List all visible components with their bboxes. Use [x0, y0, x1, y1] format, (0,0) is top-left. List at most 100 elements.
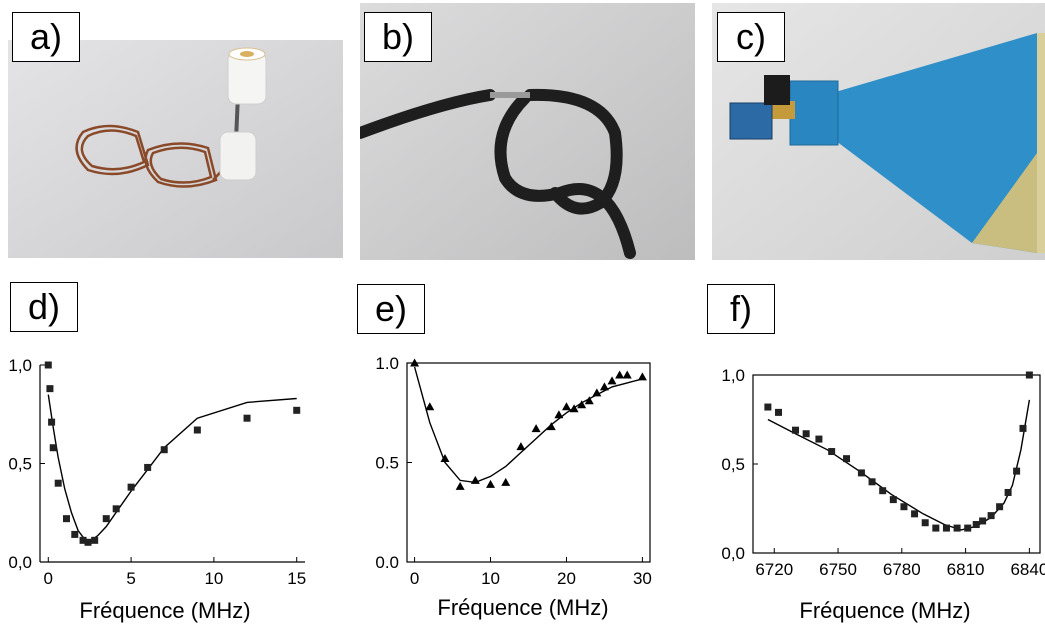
chart-e-fit-line	[413, 366, 643, 484]
chart-f-data-point	[843, 455, 851, 463]
chart-f-frame	[752, 374, 1041, 554]
chart-e-data-point	[607, 376, 617, 385]
chart-d-ytick-label: 0,5	[8, 455, 32, 474]
chart-f-xlabel: Fréquence (MHz)	[799, 598, 971, 623]
chart-d-data-point	[193, 426, 201, 434]
chart-f-data-point	[921, 519, 929, 527]
chart-d-data-point	[49, 444, 57, 452]
panel-label-d: d)	[10, 282, 78, 332]
chart-f-data-point	[900, 503, 908, 511]
chart-d-data-point	[102, 515, 110, 523]
chart-f-xtick-label: 6720	[755, 560, 793, 579]
chart-e-data-point	[410, 358, 420, 367]
chart-e-data-point	[577, 400, 587, 409]
chart-f-data-point	[987, 512, 995, 520]
chart-e-ytick-label: 1.0	[375, 354, 399, 373]
chart-f-data-point	[889, 496, 897, 504]
chart-e-data-point	[516, 442, 526, 451]
chart-d-data-point	[160, 446, 168, 454]
chart-f-data-point	[764, 403, 772, 411]
chart-e-xtick-label: 0	[410, 569, 419, 588]
chart-f-data-point	[996, 503, 1004, 511]
chart-e-xtick-label: 20	[557, 569, 576, 588]
chart-f-data-point	[775, 408, 783, 416]
chart-e-data-point	[425, 402, 435, 411]
chart-d-xtick-label: 15	[287, 569, 306, 588]
chart-f-fit-line	[767, 399, 1031, 531]
chart-e-xtick-label: 30	[633, 569, 652, 588]
panel-label-c: c)	[717, 12, 785, 62]
chart-f-data-point	[964, 524, 972, 532]
chart-f-data-point	[1019, 424, 1027, 432]
chart-f-data-point	[972, 521, 980, 529]
chart-f-data-point	[868, 478, 876, 486]
chart-e-data-point	[455, 481, 465, 490]
chart-d: 0 5 10 15 0,0 0,5 1,0	[0, 355, 330, 595]
chart-d-data-point	[293, 406, 301, 414]
chart-f-data-point	[942, 524, 950, 532]
chart-e-frame	[406, 362, 651, 563]
chart-e-data-point	[440, 454, 450, 463]
chart-f-data-point	[979, 517, 987, 525]
chart-d-fit-line	[47, 394, 297, 542]
chart-d-data-point	[243, 414, 251, 422]
chart-e-data-point	[622, 370, 632, 379]
chart-f-data-point	[1004, 488, 1012, 496]
chart-f-ytick-label: 0,5	[721, 455, 745, 474]
chart-f-data-point	[815, 435, 823, 443]
chart-f-ytick-label: 1,0	[721, 366, 745, 385]
chart-e-ytick-label: 0.5	[375, 454, 399, 473]
chart-d-data-point	[112, 505, 120, 513]
panel-label-e: e)	[357, 284, 425, 334]
chart-e-data-point	[592, 388, 602, 397]
chart-e-data-point	[501, 477, 511, 486]
chart-e-data-point	[569, 404, 579, 413]
chart-e-xlabel: Fréquence (MHz)	[437, 595, 609, 620]
chart-f-data-point	[802, 430, 810, 438]
chart-e-data-point	[615, 370, 625, 379]
chart-e-ytick-label: 0.0	[375, 553, 399, 572]
chart-d-data-point	[48, 418, 56, 426]
chart-d-data-point	[79, 536, 87, 544]
chart-d-data-point	[44, 361, 52, 369]
chart-e-data-point	[546, 422, 556, 431]
chart-d-xtick-label: 5	[126, 569, 135, 588]
chart-e: 0 10 20 30 0.0 0.5 1.0	[355, 354, 655, 595]
chart-d-data-point	[127, 483, 135, 491]
chart-d-xlabel: Fréquence (MHz)	[79, 598, 251, 623]
chart-f-xtick-label: 6840	[1010, 560, 1045, 579]
chart-f: 6720 6750 6780 6810 6840 0,0 0,5 1,0	[700, 355, 1045, 595]
photo-horn-antenna	[712, 3, 1045, 260]
chart-f-data-point	[953, 524, 961, 532]
chart-f-data-point	[932, 524, 940, 532]
chart-d-data-point	[54, 479, 62, 487]
chart-e-data-point	[554, 410, 564, 419]
chart-f-ytick-label: 0,0	[721, 544, 745, 563]
chart-d-data-point	[91, 536, 99, 544]
chart-d-data-point	[71, 530, 79, 538]
chart-d-data-point	[63, 515, 70, 523]
chart-f-data-point	[828, 448, 836, 456]
chart-e-data-point	[531, 424, 541, 433]
panel-label-a: a)	[12, 12, 80, 62]
chart-d-data-point	[84, 538, 92, 546]
chart-e-xtick-label: 10	[481, 569, 500, 588]
chart-d-xtick-label: 0	[44, 569, 53, 588]
chart-f-xtick-label: 6780	[883, 560, 921, 579]
chart-d-data-point	[144, 463, 152, 471]
chart-d-ytick-label: 0,0	[8, 553, 32, 572]
photo-coil-probe	[8, 40, 343, 258]
chart-d-ytick-label: 1,0	[8, 356, 32, 375]
chart-e-data-point	[599, 382, 609, 391]
panel-label-b: b)	[364, 12, 432, 62]
chart-f-data-point	[857, 469, 865, 477]
chart-d-xtick-label: 10	[204, 569, 223, 588]
chart-d-data-point	[46, 385, 54, 393]
chart-e-data-point	[637, 372, 647, 381]
chart-e-data-point	[561, 402, 571, 411]
chart-e-data-point	[470, 475, 480, 484]
chart-e-data-point	[584, 396, 594, 405]
panel-label-f: f)	[707, 284, 775, 334]
chart-f-data-point	[879, 487, 887, 495]
chart-e-data-point	[486, 479, 496, 488]
